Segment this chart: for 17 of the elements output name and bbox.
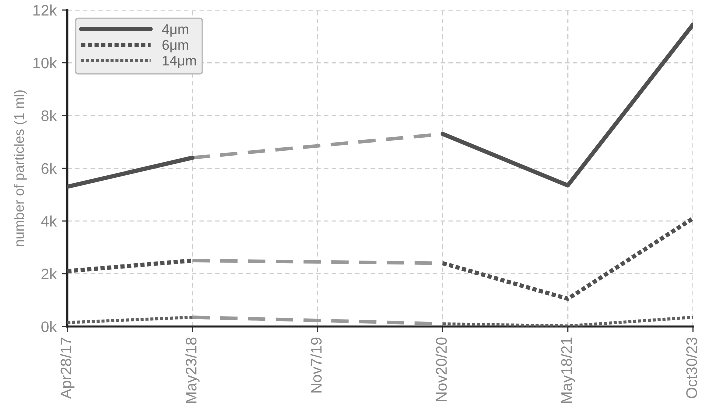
x-tick-label: Apr28/17	[60, 338, 75, 400]
y-tick-label: 0k	[42, 321, 58, 332]
y-tick-label: 12k	[34, 4, 58, 16]
y-tick-label: 2k	[42, 268, 58, 280]
x-tick-label: Nov20/20	[436, 338, 448, 402]
legend-label: 4μm	[162, 24, 188, 37]
y-tick-label: 8k	[42, 110, 58, 122]
y-tick-label: 4k	[41, 216, 58, 227]
x-tick-label: May18/21	[560, 338, 576, 403]
y-axis-title: number of particles (1 ml)	[14, 90, 27, 246]
y-tick-label: 6k	[42, 162, 58, 174]
x-tick-label: May23/18	[186, 338, 200, 403]
x-tick-label: Nov7/19	[310, 338, 322, 393]
x-tick-label: Oct30/23	[686, 338, 698, 398]
y-tick-label: 10k	[34, 57, 58, 69]
legend-label: 14μm	[163, 56, 196, 68]
legend-label: 6μm	[162, 40, 188, 53]
